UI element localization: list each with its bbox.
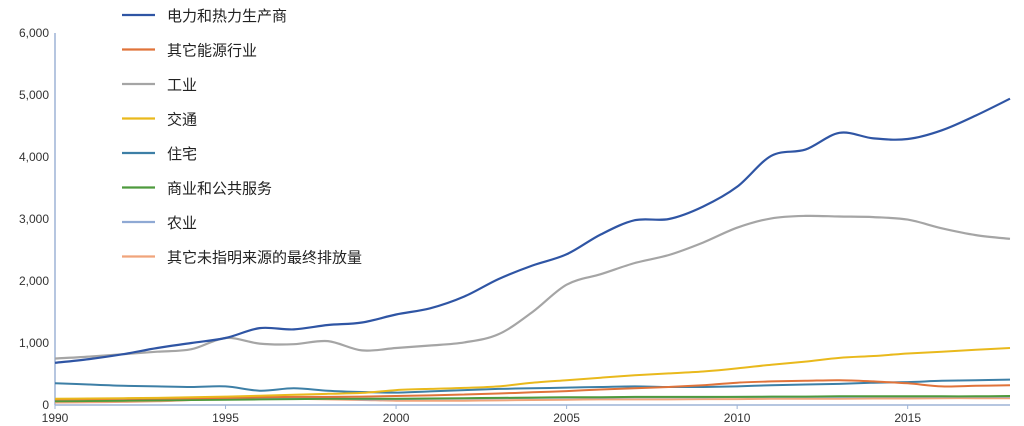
legend-label: 其它未指明来源的最终排放量 bbox=[167, 249, 362, 267]
y-tick-label: 2,000 bbox=[19, 274, 49, 288]
y-tick-label: 0 bbox=[42, 398, 49, 412]
y-axis-ticks: 0 1,000 2,000 3,000 4,000 5,000 6,000 bbox=[19, 26, 49, 412]
series-line bbox=[54, 378, 1011, 394]
y-tick-label: 4,000 bbox=[19, 150, 49, 164]
legend-label: 其它能源行业 bbox=[167, 42, 257, 60]
legend-label: 农业 bbox=[167, 214, 197, 232]
series-line bbox=[54, 347, 1011, 400]
series-line bbox=[54, 214, 1011, 360]
x-tick-label: 2015 bbox=[894, 411, 921, 425]
x-tick-label: 2000 bbox=[383, 411, 410, 425]
y-tick-label: 5,000 bbox=[19, 88, 49, 102]
legend-label: 工业 bbox=[167, 76, 197, 94]
x-tick-label: 2005 bbox=[553, 411, 580, 425]
x-axis-ticks: 1990 1995 2000 2005 2010 2015 bbox=[42, 405, 921, 425]
legend-label: 交通 bbox=[167, 111, 197, 129]
x-tick-label: 1995 bbox=[212, 411, 239, 425]
legend-label: 商业和公共服务 bbox=[167, 180, 272, 198]
series-line bbox=[54, 379, 1011, 401]
legend: 电力和热力生产商其它能源行业工业交通住宅商业和公共服务农业其它未指明来源的最终排… bbox=[122, 7, 362, 267]
legend-label: 电力和热力生产商 bbox=[167, 7, 287, 25]
y-tick-label: 1,000 bbox=[19, 336, 49, 350]
series-lines bbox=[54, 97, 1011, 404]
legend-label: 住宅 bbox=[167, 145, 197, 163]
series-line bbox=[54, 97, 1011, 364]
axes bbox=[54, 33, 1010, 406]
y-tick-label: 3,000 bbox=[19, 212, 49, 226]
x-tick-label: 2010 bbox=[724, 411, 751, 425]
series-line bbox=[54, 395, 1011, 403]
x-tick-label: 1990 bbox=[42, 411, 69, 425]
y-tick-label: 6,000 bbox=[19, 26, 49, 40]
